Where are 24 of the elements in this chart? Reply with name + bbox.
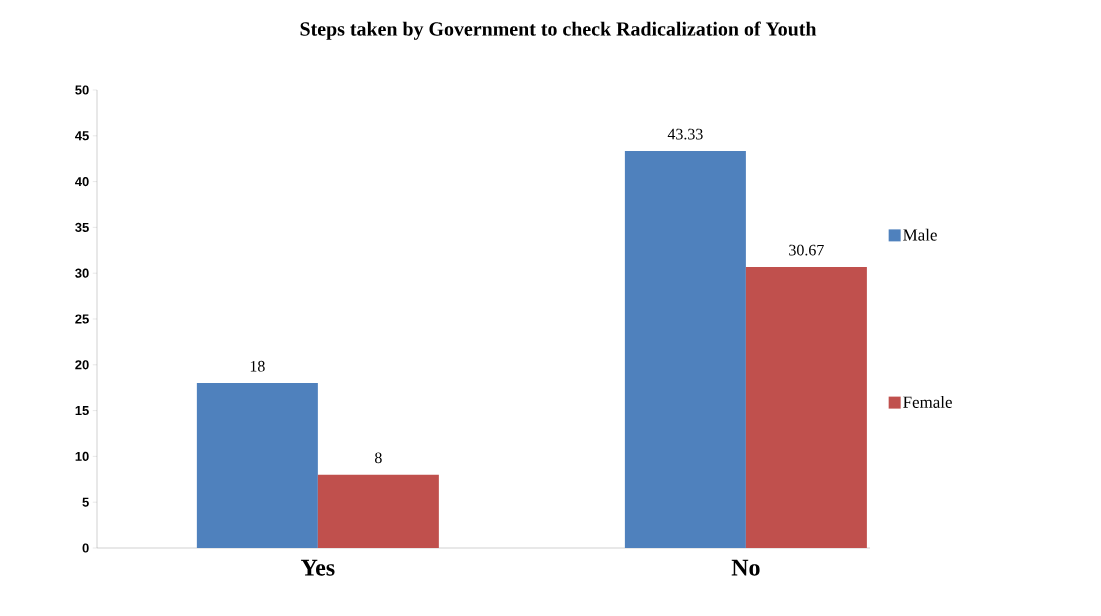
y-tick-label: 0 (82, 543, 89, 553)
legend-label: Male (903, 228, 937, 241)
y-tick-label: 5 (82, 497, 89, 507)
y-tick-label: 35 (75, 222, 89, 232)
chart-title: Steps taken by Government to check Radicalization of Youth (300, 21, 817, 40)
data-label: 43.33 (667, 128, 703, 140)
y-tick-label: 40 (75, 177, 89, 187)
data-label: 8 (374, 452, 382, 464)
y-tick-label: 15 (75, 406, 89, 416)
x-tick-label: No (731, 559, 760, 576)
y-tick-label: 45 (75, 131, 89, 141)
y-tick-label: 25 (75, 314, 89, 324)
y-tick-label: 20 (75, 360, 89, 370)
data-label: 30.67 (789, 244, 824, 256)
data-label: 18 (250, 360, 265, 372)
y-tick-label: 10 (75, 451, 89, 461)
bar (745, 267, 867, 548)
x-tick-label: Yes (301, 559, 335, 576)
bar (317, 474, 439, 548)
y-tick-label: 50 (75, 85, 89, 95)
bar (624, 151, 746, 548)
y-tick-label: 30 (75, 268, 89, 278)
legend-label: Female (903, 395, 952, 408)
bar (196, 383, 318, 548)
